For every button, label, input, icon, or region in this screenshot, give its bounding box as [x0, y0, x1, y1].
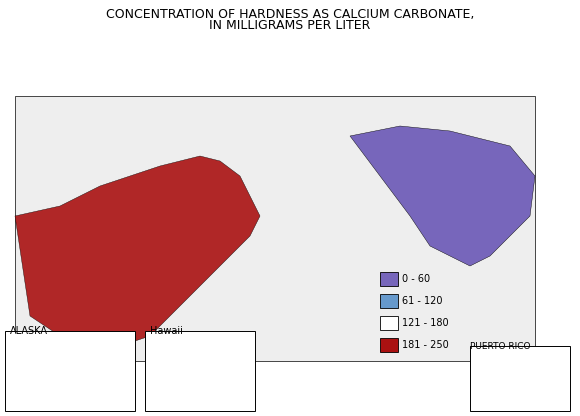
- Text: 121 - 180: 121 - 180: [402, 318, 448, 328]
- Text: Hawaii: Hawaii: [150, 326, 183, 336]
- Polygon shape: [15, 156, 260, 346]
- Bar: [145, 331, 255, 411]
- Text: PUERTO RICO: PUERTO RICO: [470, 342, 530, 351]
- Bar: [15, 96, 535, 361]
- Text: 0 - 60: 0 - 60: [402, 274, 430, 284]
- Text: 181 - 250: 181 - 250: [402, 340, 449, 350]
- Bar: [380, 338, 398, 352]
- Text: ALASKA: ALASKA: [10, 326, 48, 336]
- Bar: [470, 346, 570, 411]
- Text: IN MILLIGRAMS PER LITER: IN MILLIGRAMS PER LITER: [209, 19, 371, 32]
- Polygon shape: [350, 126, 535, 266]
- Bar: [380, 272, 398, 286]
- Text: CONCENTRATION OF HARDNESS AS CALCIUM CARBONATE,: CONCENTRATION OF HARDNESS AS CALCIUM CAR…: [106, 8, 474, 21]
- Bar: [5, 331, 135, 411]
- Text: 61 - 120: 61 - 120: [402, 296, 443, 306]
- Bar: [380, 316, 398, 330]
- Bar: [380, 294, 398, 308]
